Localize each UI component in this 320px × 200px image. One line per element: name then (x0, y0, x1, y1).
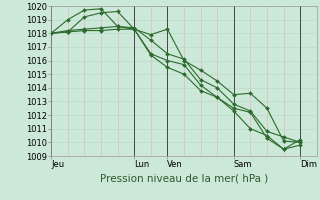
X-axis label: Pression niveau de la mer( hPa ): Pression niveau de la mer( hPa ) (100, 173, 268, 183)
